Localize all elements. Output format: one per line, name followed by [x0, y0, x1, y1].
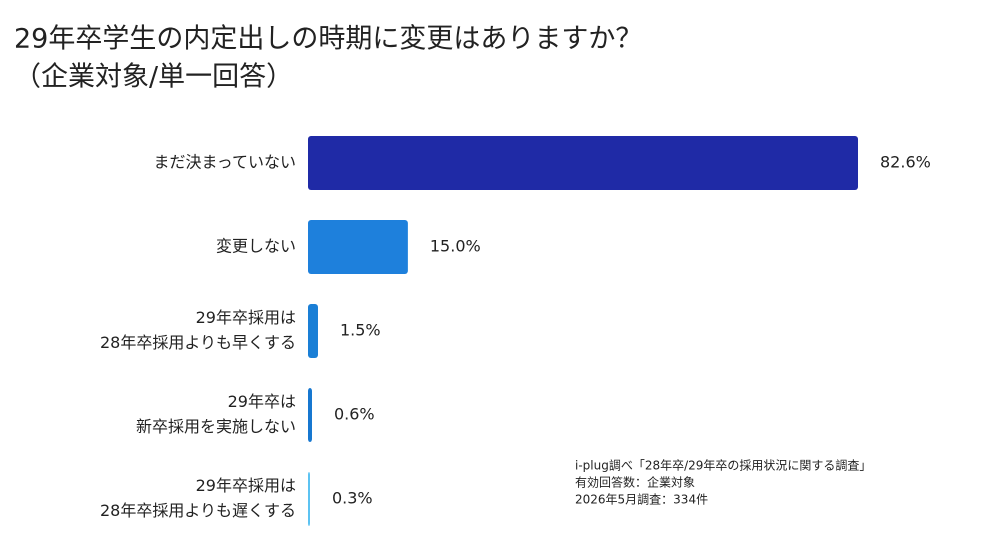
category-label: 新卒採用を実施しない	[136, 417, 296, 436]
category-label: 29年卒採用は	[196, 476, 296, 495]
bar	[308, 472, 310, 526]
bar	[308, 136, 858, 190]
value-label: 82.6%	[880, 153, 931, 172]
category-label: 28年卒採用よりも遅くする	[100, 501, 296, 520]
value-label: 15.0%	[430, 237, 481, 256]
bar	[308, 304, 318, 358]
source-note: 有効回答数：企業対象	[575, 475, 695, 490]
bar	[308, 388, 312, 442]
category-label: まだ決まっていない	[153, 153, 296, 172]
value-label: 0.6%	[334, 405, 375, 424]
bar	[308, 220, 408, 274]
category-label: 変更しない	[216, 237, 296, 256]
value-label: 1.5%	[340, 321, 381, 340]
source-note: 2026年5月調査：334件	[575, 493, 708, 507]
source-note: i-plug調べ「28年卒/29年卒の採用状況に関する調査」	[575, 458, 871, 473]
value-label: 0.3%	[332, 489, 373, 508]
category-label: 29年卒採用は	[196, 308, 296, 327]
chart-title: 29年卒学生の内定出しの時期に変更はありますか？	[14, 24, 642, 55]
category-label: 28年卒採用よりも早くする	[100, 333, 296, 352]
chart-subtitle: （企業対象/単一回答）	[14, 62, 293, 93]
category-label: 29年卒は	[228, 392, 296, 411]
